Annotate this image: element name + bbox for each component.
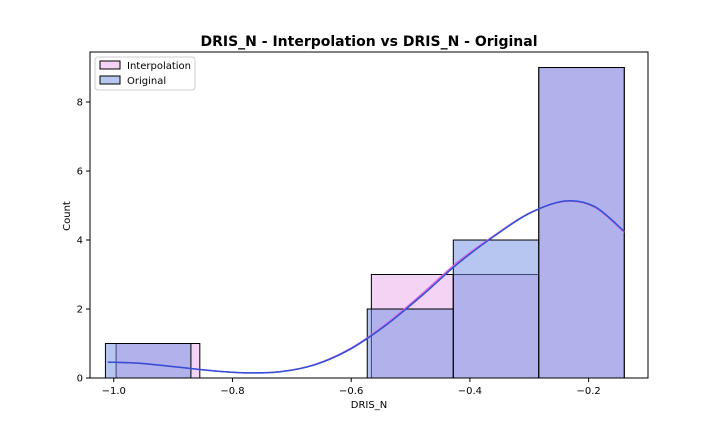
x-tick-label: −0.8	[220, 386, 244, 397]
y-tick-label: 2	[77, 305, 83, 316]
y-tick-label: 6	[77, 167, 83, 178]
y-tick-label: 0	[77, 374, 83, 385]
legend-swatch-interpolation	[99, 60, 121, 70]
kde-layer	[107, 199, 625, 374]
plot-frame	[89, 51, 649, 379]
y-tick-label: 8	[77, 98, 83, 109]
x-axis-label: DRIS_N	[351, 400, 387, 411]
x-tick-label: −0.2	[576, 386, 600, 397]
x-tick-label: −1.0	[102, 386, 126, 397]
x-axis: −1.0 −0.8 −0.6 −0.4 −0.2	[102, 378, 601, 397]
y-axis-label: Count	[62, 201, 73, 231]
y-tick-label: 4	[77, 236, 83, 247]
y-axis: 0 2 4 6 8	[77, 98, 90, 385]
legend-label-interpolation: Interpolation	[127, 61, 191, 72]
legend-swatch-original	[99, 75, 121, 85]
bar-original-3	[452, 239, 540, 379]
x-tick-label: −0.4	[458, 386, 482, 397]
legend-label-original: Original	[127, 76, 166, 87]
kde-line-original	[107, 199, 625, 374]
bar-original-0	[104, 343, 192, 379]
chart-title: DRIS_N - Interpolation vs DRIS_N - Origi…	[200, 34, 537, 50]
bars-layer	[104, 67, 625, 379]
x-tick-label: −0.6	[339, 386, 363, 397]
bar-original-2	[366, 308, 454, 379]
bar-original-4	[538, 67, 625, 379]
legend: Interpolation Original	[94, 56, 196, 91]
